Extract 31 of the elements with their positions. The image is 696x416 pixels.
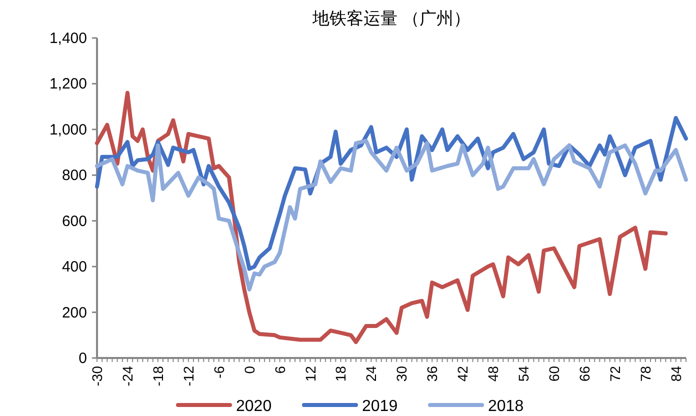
x-tick-label: 0 bbox=[241, 366, 258, 374]
x-tick-label: 48 bbox=[485, 366, 502, 382]
y-tick-label: 600 bbox=[62, 212, 87, 230]
x-tick-label: 78 bbox=[637, 366, 654, 382]
x-tick-label: 36 bbox=[424, 366, 440, 382]
y-tick-label: 1,000 bbox=[49, 121, 87, 138]
legend-label: 2018 bbox=[488, 398, 524, 415]
x-tick-label: 6 bbox=[272, 366, 288, 374]
y-tick-label: 200 bbox=[62, 304, 87, 322]
x-tick-label: 60 bbox=[546, 366, 562, 382]
y-tick-label: 1,200 bbox=[49, 76, 87, 93]
x-tick-label: -6 bbox=[210, 366, 227, 378]
x-tick-label: 42 bbox=[454, 366, 471, 382]
y-tick-label: 1,400 bbox=[49, 30, 87, 47]
x-tick-label: 24 bbox=[363, 366, 380, 382]
x-tick-label: -18 bbox=[150, 366, 166, 386]
y-tick-label: 400 bbox=[62, 258, 87, 276]
x-tick-label: 54 bbox=[516, 366, 532, 382]
x-tick-label: 66 bbox=[576, 366, 592, 382]
x-tick-label: 84 bbox=[668, 366, 684, 382]
y-tick-label: 800 bbox=[62, 167, 87, 184]
x-tick-label: -12 bbox=[180, 366, 196, 386]
x-tick-label: 72 bbox=[606, 366, 623, 382]
x-tick-label: 30 bbox=[394, 366, 410, 382]
x-tick-label: 18 bbox=[332, 366, 349, 382]
legend-label: 2020 bbox=[236, 398, 272, 415]
x-tick-label: 12 bbox=[302, 366, 318, 382]
legend-label: 2019 bbox=[362, 398, 398, 415]
chart-title: 地铁客运量 （广州） bbox=[312, 9, 470, 28]
x-tick-label: -24 bbox=[119, 366, 136, 386]
x-tick-label: -30 bbox=[89, 366, 105, 386]
